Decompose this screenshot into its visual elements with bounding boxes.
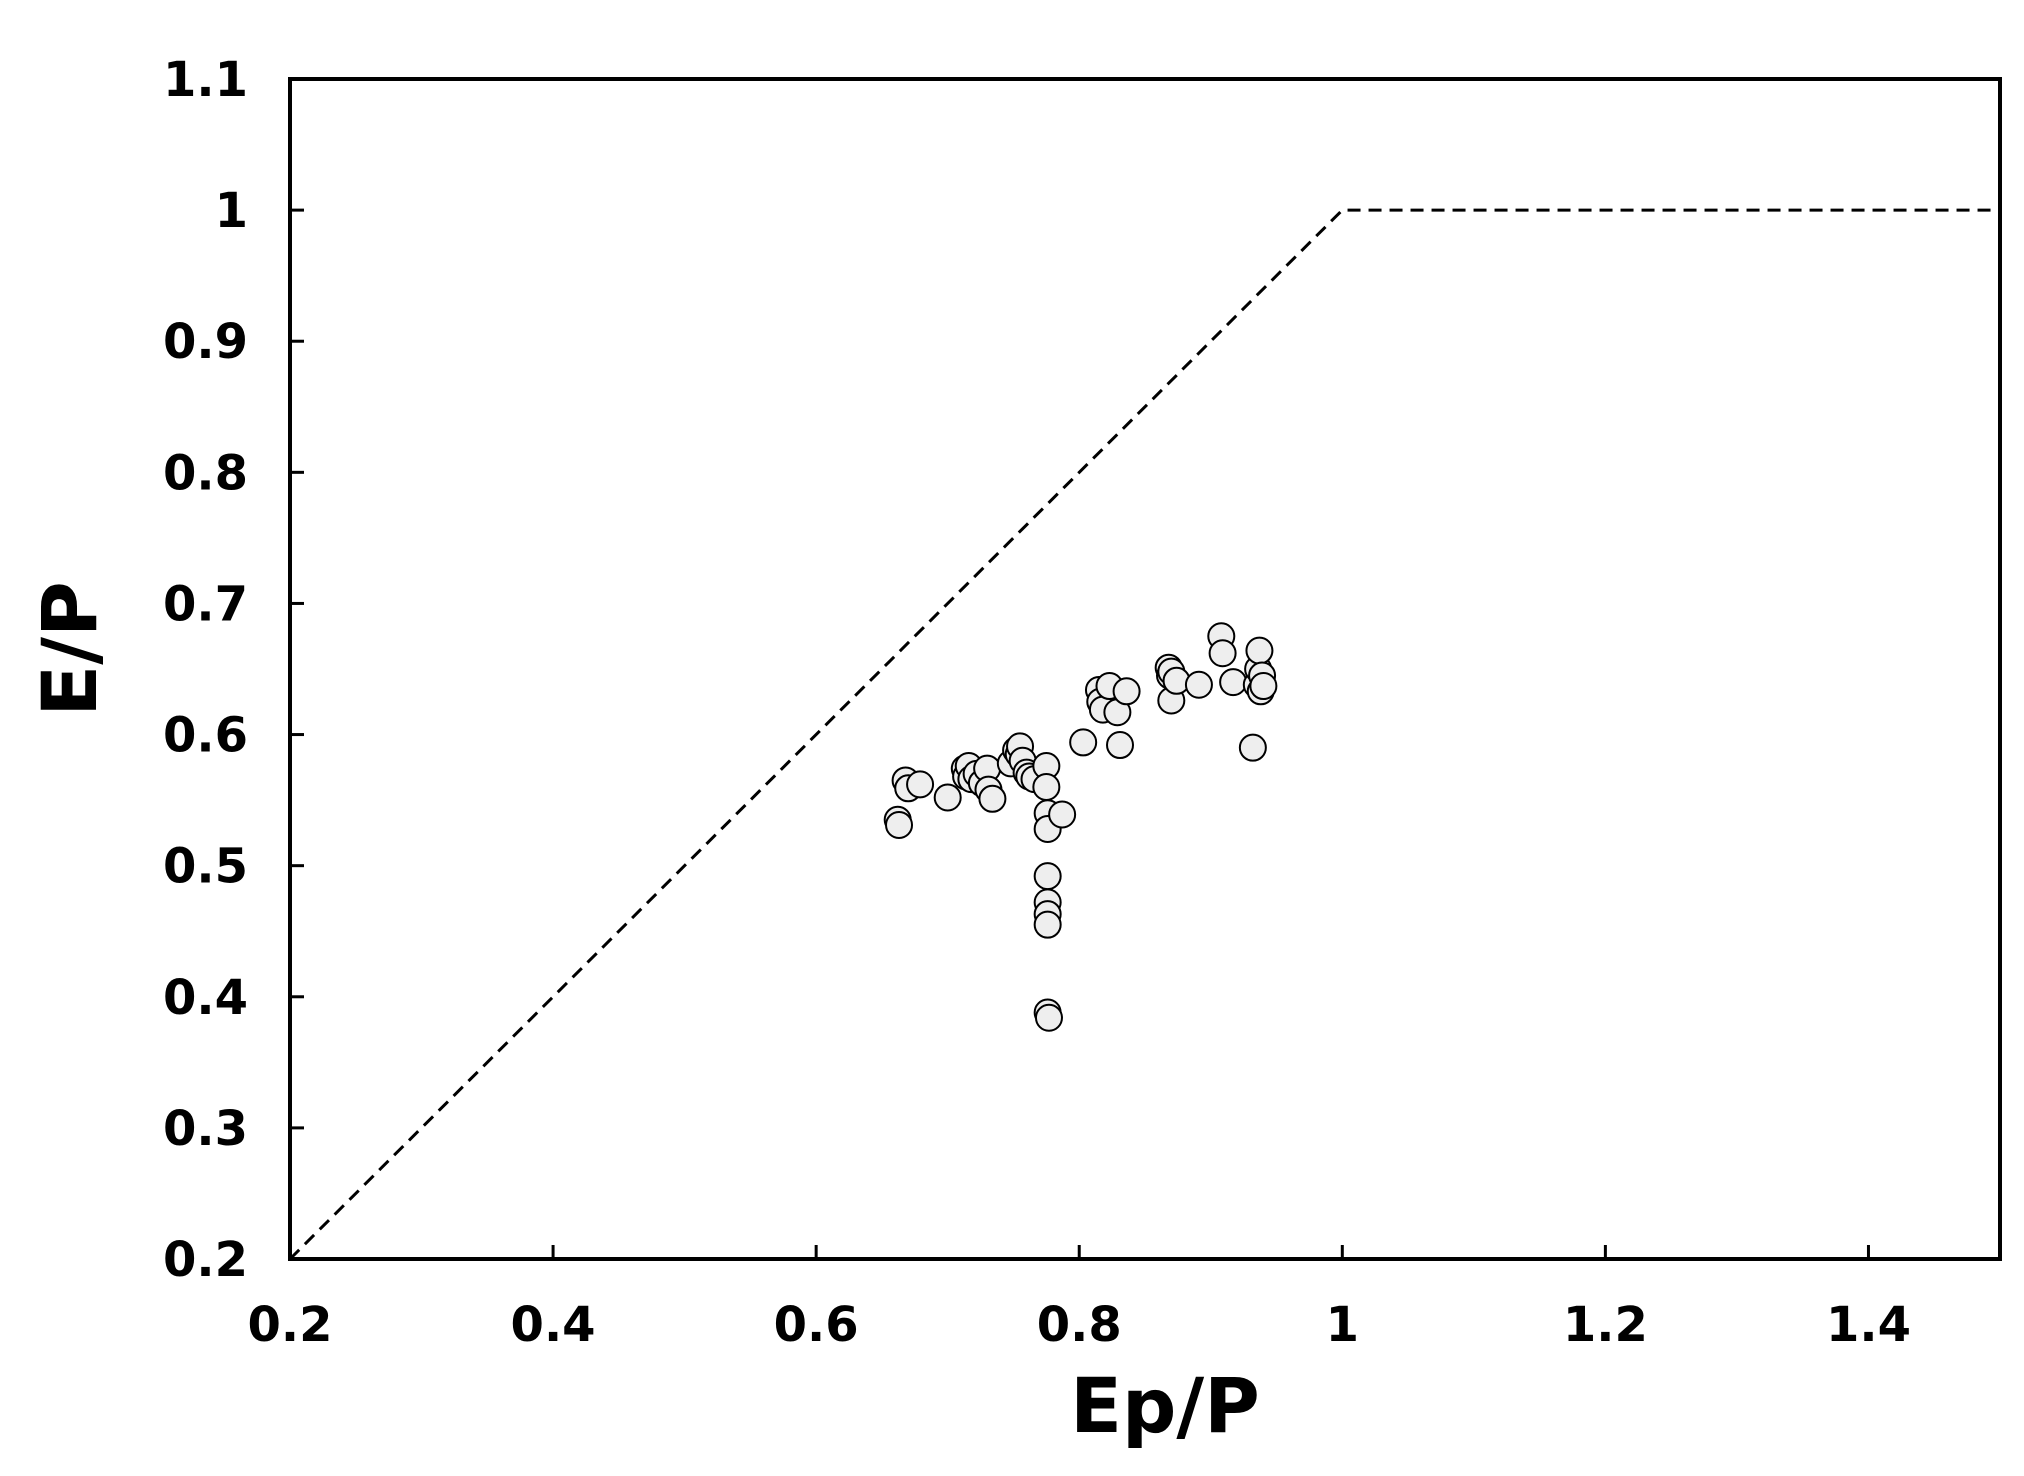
data-point [1249, 672, 1278, 701]
data-point [933, 783, 962, 812]
data-point [1106, 731, 1135, 760]
x-tick-label: 0.8 [1037, 1297, 1122, 1353]
x-tick-label: 0.4 [511, 1297, 596, 1353]
y-tick-label: 0.8 [163, 445, 248, 501]
data-point [1032, 773, 1061, 801]
x-tick-label: 1 [1326, 1297, 1359, 1353]
axis-ticks-layer: 0.2 0.4 0.6 0.8 1 1.2 1.4 0.2 0.3 0.4 0.5 0.6 0.7 0.8… [163, 52, 1911, 1353]
y-tick-label: 0.9 [163, 314, 248, 370]
data-point [1208, 639, 1237, 668]
data-point [978, 784, 1007, 813]
data-point [1238, 733, 1267, 762]
data-point [1033, 862, 1062, 891]
x-tick-label: 1.4 [1826, 1297, 1911, 1353]
y-tick-label: 0.4 [163, 970, 248, 1026]
y-tick-label: 0.3 [163, 1101, 248, 1157]
y-tick-label: 0.5 [163, 839, 248, 895]
x-axis-title: Ep/P [1070, 1361, 1260, 1450]
data-point [1184, 670, 1213, 699]
data-point [906, 770, 935, 799]
data-point [1033, 910, 1062, 939]
x-tick-label: 0.6 [774, 1297, 859, 1353]
one-to-one-reference-line [288, 208, 2000, 1261]
data-point [1069, 728, 1098, 757]
data-point [1219, 668, 1248, 697]
data-point [885, 811, 914, 840]
data-point [1112, 677, 1141, 706]
data-points-layer [883, 622, 1278, 1032]
data-point [1048, 800, 1077, 829]
x-tick-label: 1.2 [1563, 1297, 1648, 1353]
x-tick-label: 0.2 [247, 1297, 332, 1353]
y-tick-label: 0.6 [163, 708, 248, 764]
y-tick-label: 1.1 [163, 52, 248, 108]
reference-line-layer [288, 208, 2000, 1261]
data-point [1245, 636, 1274, 665]
y-tick-label: 1 [215, 183, 248, 239]
y-tick-label: 0.2 [163, 1232, 248, 1288]
data-point [1034, 1003, 1063, 1032]
y-axis-title: E/P [25, 581, 114, 716]
y-tick-label: 0.7 [163, 576, 248, 632]
plot-frame [288, 77, 2002, 1261]
